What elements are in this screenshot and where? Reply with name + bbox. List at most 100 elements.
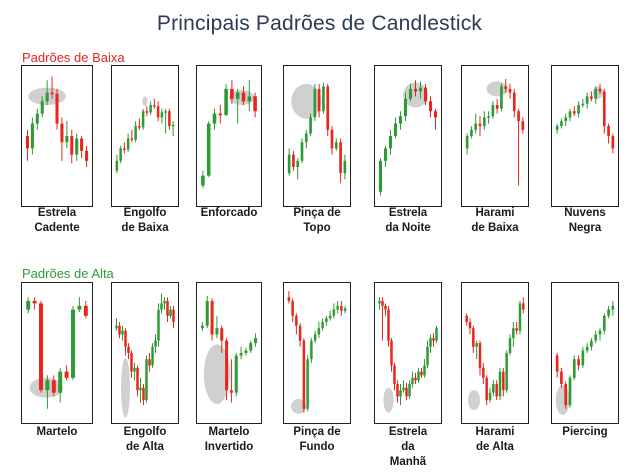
bullish-candle: [133, 362, 136, 381]
pattern-chart-bull-3: [196, 282, 262, 424]
candle-body: [581, 103, 585, 106]
candle-body: [498, 371, 502, 397]
bullish-candle: [160, 293, 163, 314]
candle-body: [485, 377, 488, 401]
pattern-chart-bull-5: [374, 282, 442, 424]
candlestick-svg: [26, 297, 88, 409]
bullish-candle: [45, 80, 49, 105]
candle-body: [492, 384, 495, 393]
candle-body: [60, 123, 64, 143]
bearish-candle: [85, 145, 89, 167]
candle-body: [512, 328, 515, 339]
bullish-candle: [317, 322, 321, 339]
candle-body: [555, 126, 559, 130]
candle-body: [65, 136, 69, 143]
pattern-label: Piercing: [540, 425, 630, 440]
candle-body: [310, 340, 313, 360]
bearish-candle: [482, 362, 485, 384]
candle-body: [495, 105, 499, 109]
pattern-label-line: Pinça de: [293, 426, 341, 438]
bullish-candle: [201, 170, 205, 189]
candle-body: [478, 343, 482, 368]
candle-body: [298, 325, 302, 341]
candle-body: [306, 359, 309, 409]
candle-body: [482, 367, 485, 378]
bullish-candle: [306, 355, 309, 412]
bearish-candle: [555, 353, 559, 378]
bearish-candle: [405, 382, 408, 401]
bullish-candle: [488, 387, 492, 403]
pattern-chart-bear-3: [196, 65, 262, 207]
bearish-candle: [577, 355, 580, 371]
bearish-candle: [130, 350, 133, 378]
bearish-candle: [291, 298, 294, 322]
candle-body: [594, 88, 598, 99]
candle-body: [127, 346, 130, 353]
candle-body: [555, 355, 559, 372]
candle-body: [502, 371, 505, 391]
bullish-candle: [212, 108, 217, 130]
candlestick-svg: [201, 80, 257, 189]
bullish-candle: [508, 334, 512, 356]
pattern-label-line: Pinça de: [293, 207, 341, 219]
bullish-candle: [512, 322, 515, 347]
bullish-candle: [498, 367, 502, 401]
candle-body: [149, 105, 152, 113]
candle-body: [156, 106, 160, 118]
pattern-label-line: de Baixa: [471, 222, 519, 234]
candlestick-svg: [287, 291, 347, 414]
candlestick-svg: [115, 96, 175, 174]
bullish-candle: [224, 83, 228, 117]
candle-body: [495, 384, 498, 397]
candle-body: [423, 365, 426, 376]
bullish-candle: [378, 158, 383, 196]
pattern-highlight: [468, 390, 480, 411]
bullish-candle: [336, 300, 339, 314]
pattern-label-line: Fundo: [299, 441, 335, 453]
candle-body: [169, 309, 172, 316]
bullish-candle: [581, 346, 585, 368]
bullish-candle: [310, 338, 313, 363]
candle-body: [405, 387, 408, 397]
candle-body: [418, 87, 423, 92]
candle-body: [572, 111, 576, 114]
candle-body: [225, 340, 229, 391]
bearish-candle: [124, 328, 127, 356]
candle-body: [71, 309, 75, 378]
bearish-candle: [478, 340, 482, 376]
candle-body: [402, 387, 405, 391]
bullish-candle: [518, 300, 522, 335]
bullish-candle: [607, 305, 610, 319]
bearish-candle: [433, 108, 438, 130]
bullish-candle: [403, 92, 408, 122]
bullish-candle: [141, 108, 145, 130]
pattern-chart-bear-1: [21, 65, 93, 207]
bullish-candle: [418, 81, 423, 99]
candle-body: [322, 86, 325, 112]
candle-body: [205, 300, 209, 326]
bearish-candle: [387, 305, 390, 347]
pattern-label-line: da: [401, 441, 415, 453]
bearish-candle: [560, 367, 563, 388]
candle-body: [118, 325, 121, 335]
bearish-candle: [598, 83, 602, 94]
candle-body: [145, 111, 149, 113]
candlestick-svg: [287, 82, 347, 184]
candle-body: [334, 142, 338, 149]
bearish-candle: [168, 108, 171, 130]
bearish-candle: [298, 323, 302, 347]
bearish-candle: [485, 375, 488, 406]
bullish-candle: [435, 325, 438, 344]
candle-body: [340, 305, 343, 311]
bullish-candle: [287, 148, 291, 176]
candle-body: [428, 101, 433, 112]
candle-body: [408, 88, 413, 99]
bullish-candle: [75, 133, 79, 161]
bullish-candle: [134, 121, 137, 143]
candle-body: [487, 116, 490, 118]
bullish-candle: [474, 113, 478, 134]
pattern-label-line: Topo: [303, 222, 331, 234]
pattern-highlight: [291, 398, 307, 414]
candle-body: [388, 136, 393, 149]
bearish-candle: [302, 338, 306, 413]
